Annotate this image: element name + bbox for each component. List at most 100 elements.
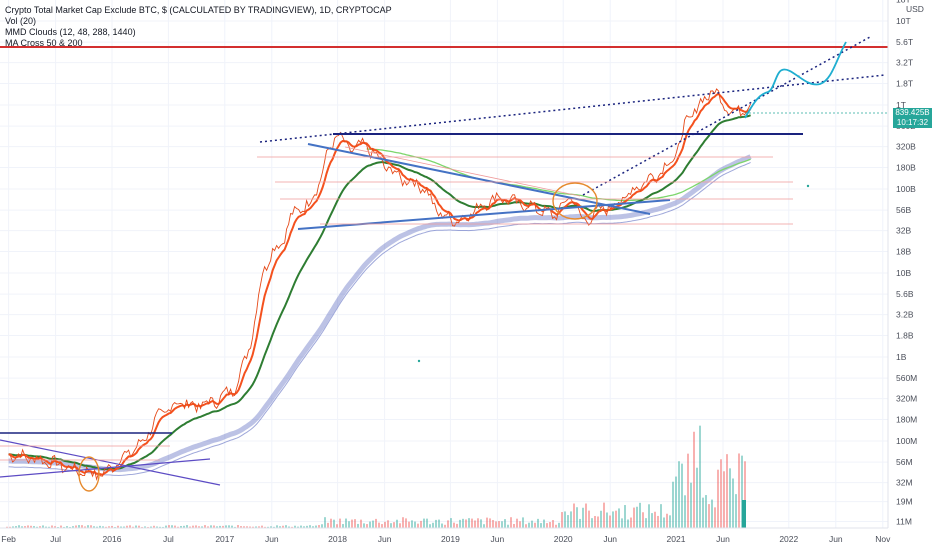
volume-bar — [642, 512, 644, 528]
volume-bar — [600, 510, 602, 528]
y-tick-label: 100B — [896, 184, 916, 194]
volume-bar — [567, 515, 569, 528]
volume-bar — [675, 476, 677, 528]
y-tick-label: 180B — [896, 163, 916, 173]
volume-bar — [615, 510, 617, 528]
volume-bar — [339, 518, 341, 528]
volume-bar — [660, 504, 662, 528]
volume-bar — [387, 520, 389, 528]
volume-bar — [540, 523, 542, 528]
volume-bar — [177, 526, 179, 528]
y-axis[interactable]: USD18T10T5.6T3.2T1.8T1T560B320B180B100B5… — [887, 0, 924, 528]
volume-bar — [486, 517, 488, 528]
volume-bar — [441, 523, 443, 528]
volume-bar — [102, 526, 104, 528]
y-tick-label: 320M — [896, 394, 917, 404]
volume-bar — [198, 526, 200, 528]
volume-bar — [207, 526, 209, 528]
volume-bar — [138, 525, 140, 528]
volume-bar — [453, 522, 455, 528]
highlight-circle-2016 — [78, 456, 100, 492]
volume-bar — [510, 517, 512, 528]
x-axis[interactable]: Feb Jul 2016 Jul 2017 Jun 2018 Jun 2019 Jun 2020 Ju… — [0, 527, 891, 544]
x-tick-label: Nov — [875, 534, 891, 544]
volume-bar — [129, 525, 131, 528]
volume-bar — [738, 453, 740, 528]
volume-bar — [609, 515, 611, 528]
legend-volume[interactable]: Vol (20) — [5, 16, 37, 26]
volume-bar — [27, 525, 29, 528]
volume-bar — [468, 518, 470, 528]
volume-bar — [612, 511, 614, 528]
volume-bar — [30, 525, 32, 528]
volume-bar — [99, 525, 101, 528]
legend-mmd-clouds[interactable]: MMD Clouds (12, 48, 288, 1440) — [5, 27, 136, 37]
volume-bar — [597, 516, 599, 528]
volume-bar — [381, 524, 383, 528]
volume-bar — [78, 525, 80, 528]
price-series — [8, 88, 752, 482]
volume-bar — [309, 525, 311, 528]
y-tick-label: 32M — [896, 478, 913, 488]
volume-bar — [156, 526, 158, 528]
volume-bar — [603, 502, 605, 528]
volume-bar — [591, 518, 593, 528]
volume-bar — [438, 519, 440, 528]
volume-bar — [300, 525, 302, 528]
volume-bar — [123, 526, 125, 528]
x-tick-label: Jul — [163, 534, 174, 544]
volume-bar — [357, 523, 359, 528]
purple-ascending-line — [0, 458, 211, 478]
cloud-band — [8, 154, 752, 473]
volume-bar — [90, 525, 92, 528]
volume-bar — [405, 518, 407, 528]
volume-bar — [246, 526, 248, 528]
volume-bar — [684, 495, 686, 528]
price-tag-value: 839.425B — [895, 108, 930, 117]
volume-bar — [183, 525, 185, 528]
volume-bar — [558, 522, 560, 528]
volume-bar — [267, 526, 269, 528]
volume-bar — [669, 515, 671, 528]
legend-title[interactable]: Crypto Total Market Cap Exclude BTC, $ (… — [5, 5, 392, 15]
y-axis-unit: USD — [906, 4, 924, 14]
volume-bar — [561, 512, 563, 528]
volume-bar — [120, 526, 122, 528]
x-tick-label: 2021 — [667, 534, 686, 544]
x-tick-label: Jun — [829, 534, 843, 544]
volume-bar — [87, 525, 89, 528]
legend-ma-cross[interactable]: MA Cross 50 & 200 — [5, 38, 83, 48]
drawings[interactable] — [0, 36, 888, 492]
overlays — [8, 92, 752, 477]
volume-bar — [363, 523, 365, 528]
volume-bar — [480, 519, 482, 528]
volume-bar — [582, 507, 584, 528]
ema-slow-line — [8, 114, 751, 471]
volume-bar — [717, 469, 719, 528]
x-tick-label: 2018 — [328, 534, 347, 544]
highlight-circle-2020 — [552, 182, 598, 220]
volume-bar — [222, 525, 224, 528]
volume-bar — [366, 524, 368, 528]
volume-bar — [549, 522, 551, 528]
volume-bar — [690, 482, 692, 528]
volume-bar — [273, 526, 275, 528]
volume-bar — [414, 521, 416, 528]
volume-bar — [552, 520, 554, 528]
volume-bar — [321, 524, 323, 528]
x-tick-label: Jun — [716, 534, 730, 544]
volume-bar — [240, 526, 242, 528]
volume-bar — [399, 523, 401, 528]
volume-bar — [75, 525, 77, 528]
y-tick-label: 1.8B — [896, 331, 914, 341]
volume-bar — [618, 508, 620, 528]
x-tick-label: 2019 — [441, 534, 460, 544]
volume-bar — [630, 517, 632, 528]
volume-bar — [249, 526, 251, 528]
volume-bar — [492, 520, 494, 528]
volume-bar — [150, 526, 152, 528]
volume-bar — [36, 526, 38, 528]
volume-bar — [501, 521, 503, 528]
y-tick-label: 1T — [896, 100, 906, 110]
